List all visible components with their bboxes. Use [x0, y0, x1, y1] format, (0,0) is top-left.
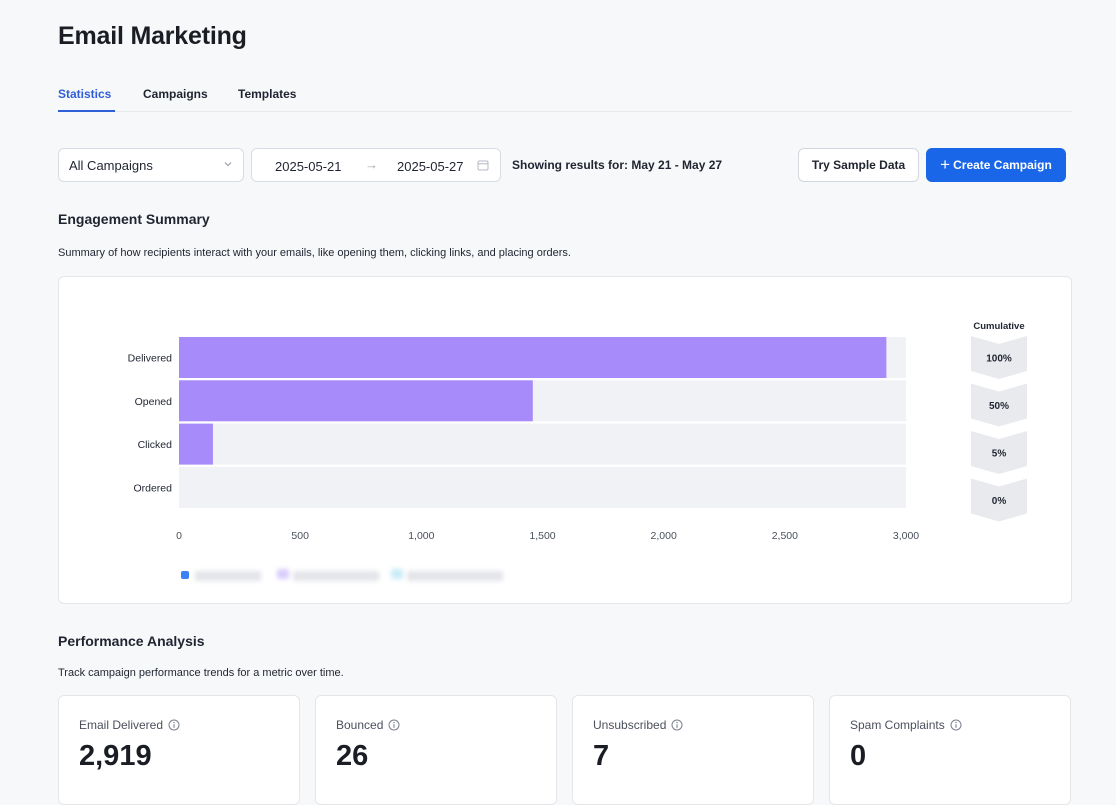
bar-track-ordered — [179, 466, 906, 508]
tab-bar: Statistics Campaigns Templates — [58, 86, 1072, 112]
metric-card-unsubscribed[interactable]: Unsubscribed 7 — [572, 695, 814, 805]
metric-card-spam-complaints[interactable]: Spam Complaints 0 — [829, 695, 1071, 805]
performance-analysis-description: Track campaign performance trends for a … — [58, 667, 344, 679]
bar-track-clicked — [179, 423, 906, 465]
engagement-funnel-chart: Delivered Opened Clicked Ordered 0 500 1,000 1,… — [128, 321, 1027, 542]
metric-value: 2,919 — [79, 740, 152, 772]
bar-opened — [179, 380, 533, 422]
results-range-text: Showing results for: May 21 - May 27 — [512, 158, 723, 172]
category-label-clicked: Clicked — [138, 439, 173, 451]
cumulative-chevron — [971, 431, 1027, 474]
x-tick-label: 500 — [291, 530, 309, 542]
cumulative-chevron — [971, 383, 1027, 427]
legend-item-obscured — [195, 571, 261, 581]
try-sample-data-button[interactable]: Try Sample Data — [798, 148, 919, 182]
metric-label: Bounced — [336, 718, 400, 732]
info-icon[interactable] — [671, 719, 683, 731]
bar-delivered — [179, 337, 887, 378]
date-range-picker[interactable]: 2025-05-21 → 2025-05-27 — [251, 148, 501, 182]
date-end[interactable]: 2025-05-27 — [397, 159, 464, 174]
cumulative-header: Cumulative — [973, 321, 1024, 332]
tab-templates[interactable]: Templates — [238, 87, 297, 101]
metric-label: Spam Complaints — [850, 718, 962, 732]
legend-swatch-delivered — [181, 571, 189, 579]
filter-toolbar: All Campaigns 2025-05-21 → 2025-05-27 Sh… — [58, 148, 1072, 182]
info-icon[interactable] — [168, 719, 180, 731]
calendar-icon — [477, 160, 489, 171]
info-icon[interactable] — [950, 719, 962, 731]
x-tick-label: 0 — [176, 530, 182, 542]
legend-item-obscured — [407, 571, 503, 581]
info-icon[interactable] — [388, 719, 400, 731]
x-tick-label: 2,500 — [772, 530, 798, 542]
campaign-select[interactable]: All Campaigns — [58, 148, 244, 182]
arrow-right-icon: → — [365, 157, 378, 172]
metric-card-bounced[interactable]: Bounced 26 — [315, 695, 557, 805]
create-campaign-button[interactable]: + Create Campaign — [926, 148, 1066, 182]
bar-clicked — [179, 423, 213, 465]
tab-statistics[interactable]: Statistics — [58, 87, 112, 101]
cumulative-value: 0% — [992, 496, 1007, 507]
engagement-chart-card: Delivered Opened Clicked Ordered 0 500 1,000 1,… — [58, 276, 1072, 604]
cumulative-value: 50% — [989, 401, 1009, 412]
metric-label: Email Delivered — [79, 718, 180, 732]
cumulative-chevron — [971, 478, 1027, 522]
cumulative-value: 5% — [992, 449, 1007, 460]
metric-value: 26 — [336, 740, 369, 772]
page-title: Email Marketing — [58, 22, 247, 50]
engagement-summary-description: Summary of how recipients interact with … — [58, 247, 571, 259]
legend-item-obscured — [293, 571, 379, 581]
metric-value: 7 — [593, 740, 610, 772]
category-label-opened: Opened — [135, 396, 173, 408]
create-campaign-label: Create Campaign — [953, 158, 1052, 172]
legend-swatch-obscured — [277, 569, 289, 579]
metric-label: Unsubscribed — [593, 718, 683, 732]
performance-analysis-title: Performance Analysis — [58, 633, 205, 649]
legend-swatch-obscured — [391, 569, 403, 579]
metric-value: 0 — [850, 740, 867, 772]
cumulative-chevron — [971, 336, 1027, 379]
category-label-ordered: Ordered — [133, 482, 172, 494]
date-start[interactable]: 2025-05-21 — [275, 159, 342, 174]
chevron-down-icon — [224, 162, 232, 167]
cumulative-value: 100% — [986, 354, 1012, 365]
plus-icon: + — [940, 155, 951, 174]
active-tab-indicator — [58, 110, 115, 112]
metric-card-email-delivered[interactable]: Email Delivered 2,919 — [58, 695, 300, 805]
x-tick-label: 3,000 — [893, 530, 919, 542]
tab-campaigns[interactable]: Campaigns — [143, 87, 208, 101]
x-tick-label: 2,000 — [651, 530, 677, 542]
engagement-summary-title: Engagement Summary — [58, 211, 210, 227]
category-label-delivered: Delivered — [128, 353, 173, 365]
campaign-select-value: All Campaigns — [69, 158, 153, 173]
x-tick-label: 1,000 — [408, 530, 434, 542]
x-tick-label: 1,500 — [529, 530, 555, 542]
